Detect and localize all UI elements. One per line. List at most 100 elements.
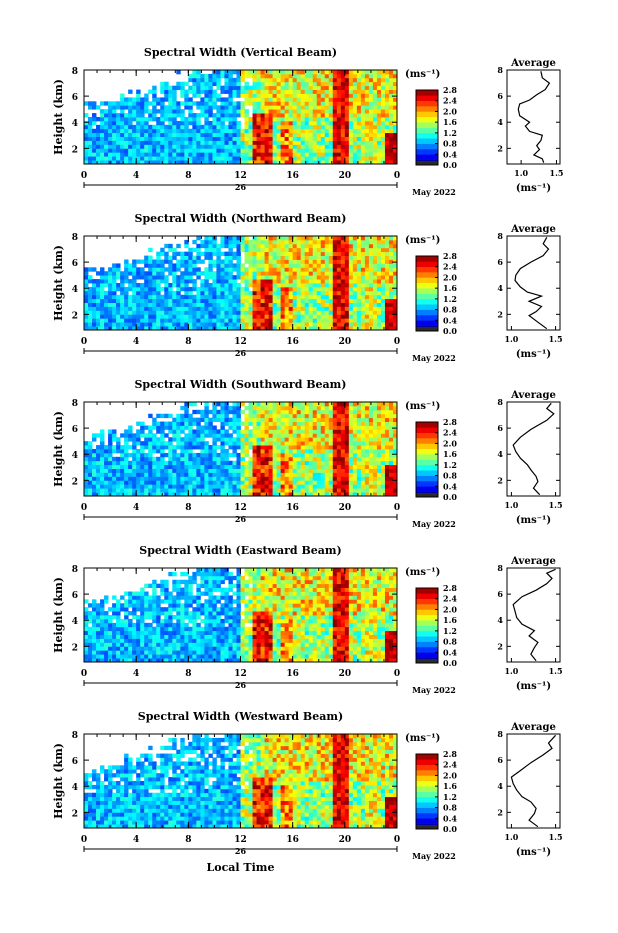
- heatmap-cell: [168, 307, 172, 311]
- heatmap-cell: [345, 244, 349, 248]
- heatmap-cell: [313, 137, 317, 141]
- heatmap-cell: [200, 283, 204, 287]
- heatmap-cell: [289, 453, 293, 457]
- heatmap-cell: [357, 137, 361, 141]
- heatmap-cell: [277, 109, 281, 113]
- heatmap-cell: [377, 240, 381, 244]
- heatmap-cell: [341, 318, 345, 322]
- heatmap-cell: [369, 113, 373, 117]
- heatmap-cell: [241, 141, 245, 145]
- heatmap-cell: [281, 236, 285, 240]
- heatmap-cell: [297, 252, 301, 256]
- heatmap-cell: [269, 307, 273, 311]
- heatmap-cell: [212, 488, 216, 492]
- heatmap-cell: [261, 314, 265, 318]
- colorbar: 0.00.40.81.21.62.02.42.8(ms⁻¹): [405, 235, 457, 336]
- average-y-tick-label: 4: [497, 283, 503, 293]
- heatmap-cell: [289, 279, 293, 283]
- heatmap-cell: [341, 453, 345, 457]
- heatmap-cell: [184, 152, 188, 156]
- heatmap-cell: [172, 449, 176, 453]
- heatmap-cell: [313, 113, 317, 117]
- heatmap-cell: [309, 152, 313, 156]
- heatmap-cell: [361, 94, 365, 98]
- heatmap-cell: [285, 137, 289, 141]
- heatmap-cell: [337, 86, 341, 90]
- heatmap-cell: [253, 86, 257, 90]
- heatmap-cell: [224, 461, 228, 465]
- heatmap-cell: [369, 275, 373, 279]
- heatmap-cell: [88, 480, 92, 484]
- heatmap-cell: [236, 86, 240, 90]
- heatmap-cell: [144, 141, 148, 145]
- heatmap-cell: [160, 445, 164, 449]
- heatmap-cell: [132, 457, 136, 461]
- x-tick-label: 0: [81, 337, 87, 347]
- heatmap-cell: [373, 70, 377, 74]
- heatmap-cell: [212, 90, 216, 94]
- heatmap-cell: [96, 480, 100, 484]
- heatmap-cell: [88, 295, 92, 299]
- heatmap-cell: [345, 295, 349, 299]
- heatmap-cell: [84, 473, 88, 477]
- heatmap-cell: [389, 101, 393, 105]
- heatmap-cell: [329, 287, 333, 291]
- heatmap-cell: [329, 152, 333, 156]
- heatmap-cell: [325, 484, 329, 488]
- heatmap-cell: [361, 152, 365, 156]
- heatmap-cell: [385, 82, 389, 86]
- heatmap-cell: [236, 291, 240, 295]
- heatmap-cell: [301, 74, 305, 78]
- heatmap-cell: [164, 299, 168, 303]
- heatmap-cell: [120, 303, 124, 307]
- heatmap-cell: [208, 260, 212, 264]
- colorbar-swatch: [416, 272, 438, 278]
- heatmap-cell: [329, 476, 333, 480]
- heatmap-cell: [136, 449, 140, 453]
- heatmap-cell: [365, 480, 369, 484]
- heatmap-cell: [289, 441, 293, 445]
- heatmap-cell: [241, 144, 245, 148]
- heatmap-cell: [309, 263, 313, 267]
- heatmap-cell: [172, 105, 176, 109]
- heatmap-cell: [249, 418, 253, 422]
- heatmap-cell: [100, 453, 104, 457]
- heatmap-cell: [373, 252, 377, 256]
- heatmap-cell: [232, 291, 236, 295]
- heatmap-cell: [297, 152, 301, 156]
- heatmap-cell: [289, 295, 293, 299]
- heatmap-cell: [389, 113, 393, 117]
- colorbar-tick-label: 1.2: [443, 294, 457, 304]
- heatmap-cell: [357, 117, 361, 121]
- heatmap-cell: [136, 314, 140, 318]
- colorbar-tick-label: 1.6: [443, 117, 457, 127]
- heatmap-cell: [132, 480, 136, 484]
- heatmap-cell: [156, 318, 160, 322]
- heatmap-cell: [220, 465, 224, 469]
- heatmap-cell: [216, 299, 220, 303]
- heatmap-cell: [112, 473, 116, 477]
- heatmap-cell: [369, 148, 373, 152]
- heatmap-cell: [261, 303, 265, 307]
- heatmap-cell: [140, 152, 144, 156]
- heatmap-cell: [305, 422, 309, 426]
- heatmap-cell: [329, 70, 333, 74]
- heatmap-cell: [152, 129, 156, 133]
- heatmap-cell: [341, 137, 345, 141]
- colorbar-tick-label: 0.0: [443, 326, 457, 336]
- heatmap-cell: [317, 295, 321, 299]
- heatmap-cell: [224, 82, 228, 86]
- heatmap-cell: [333, 74, 337, 78]
- heatmap-cell: [281, 295, 285, 299]
- heatmap-cell: [188, 457, 192, 461]
- heatmap-cell: [228, 101, 232, 105]
- heatmap-cell: [257, 248, 261, 252]
- heatmap-cell: [377, 109, 381, 113]
- heatmap-cell: [180, 148, 184, 152]
- heatmap-cell: [277, 433, 281, 437]
- heatmap-cell: [172, 152, 176, 156]
- heatmap-cell: [349, 105, 353, 109]
- heatmap-cell: [297, 74, 301, 78]
- heatmap-cell: [241, 484, 245, 488]
- heatmap-cell: [249, 121, 253, 125]
